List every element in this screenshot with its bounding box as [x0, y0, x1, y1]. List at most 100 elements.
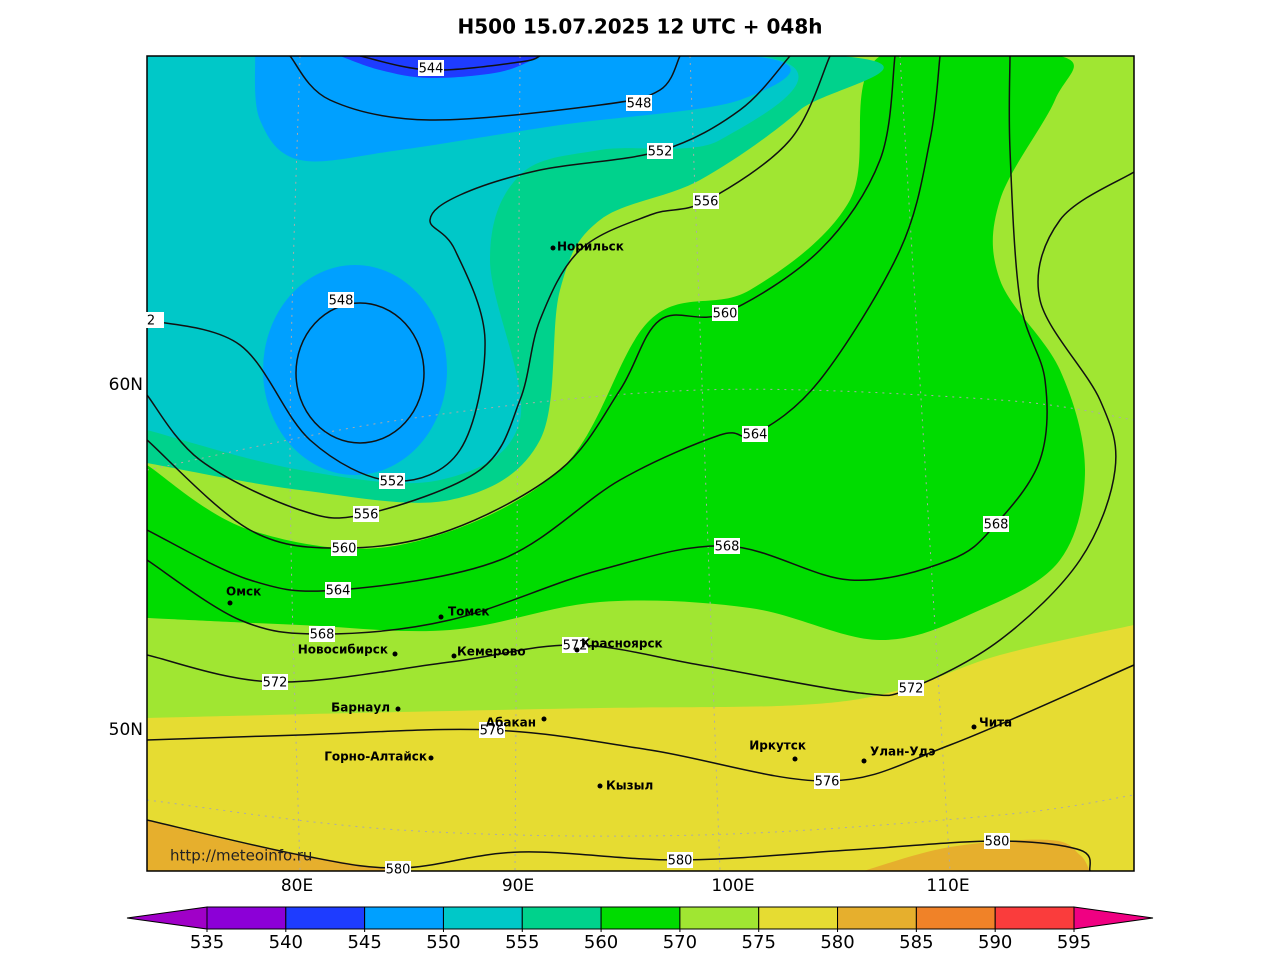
colorbar-tick-label: 570: [663, 932, 697, 953]
contour-line: [147, 56, 941, 592]
colorbar-segment: [600, 906, 681, 930]
colorbar-tick-label: 585: [899, 932, 933, 953]
contour-label: 552: [380, 475, 405, 490]
colorbar-tick-label: 550: [426, 932, 460, 953]
contour-label-box: [984, 833, 1010, 849]
city-name: Омск: [226, 585, 261, 599]
labels: 544 548 552 556 548 2 560 564 552 556 560 568 568 564…: [109, 60, 1154, 953]
city-dot: [395, 706, 401, 712]
contour-line: [295, 302, 425, 444]
colorbar-tick-label: 535: [190, 932, 224, 953]
city-name: Улан-Удэ: [870, 745, 935, 759]
contour-label-box: [898, 680, 924, 696]
lat-label: 60N: [109, 375, 143, 395]
colorbar-segment: [521, 906, 602, 930]
band: [147, 56, 1085, 641]
grid-line: [514, 56, 521, 871]
contour-label: 568: [984, 518, 1009, 533]
contour-label: 564: [743, 428, 768, 443]
band: [147, 820, 403, 871]
band: [263, 265, 447, 475]
contour-line: [359, 56, 541, 71]
contour-label: 564: [326, 584, 351, 599]
city-name: Горно-Алтайск: [324, 750, 427, 764]
colorbar-segment: [206, 906, 287, 930]
lon-label: 110E: [926, 876, 969, 896]
colorbar-segment: [442, 906, 523, 930]
contour-label: 580: [386, 863, 411, 878]
contour-label-box: [667, 852, 693, 868]
contour-label: 2: [147, 314, 155, 329]
credit: http://meteoinfo.ru: [170, 847, 312, 865]
city-name: Кызыл: [606, 779, 653, 793]
contour-label: 552: [648, 145, 673, 160]
city-dot: [550, 245, 556, 251]
contour-label: 560: [332, 542, 357, 557]
city-name: Норильск: [557, 240, 624, 254]
contour-label-box: [983, 516, 1009, 532]
contour-label-box: [626, 95, 652, 111]
contour-label: 576: [480, 724, 505, 739]
colorbar-tick-label: 595: [1057, 932, 1091, 953]
contour-label: 568: [715, 540, 740, 555]
colorbar-tick-label: 545: [347, 932, 381, 953]
grid-line: [289, 56, 301, 871]
contour-label-box: [714, 538, 740, 554]
contour-line: [289, 56, 681, 121]
contour-label-box: [562, 637, 588, 653]
contour-label: 560: [713, 307, 738, 322]
contour-label-box: [814, 773, 840, 789]
colorbar-segment: [364, 906, 444, 930]
contour-label-box: [742, 426, 768, 442]
contour-label: 568: [310, 628, 335, 643]
contour-label-box: [309, 626, 335, 642]
contour-label-box: [712, 305, 738, 321]
colorbar-tick-label: 540: [269, 932, 303, 953]
contour-label-box: [693, 193, 719, 209]
contour-label: 572: [563, 639, 588, 654]
contour-label: 580: [985, 835, 1010, 850]
contour-line: [147, 56, 831, 519]
contour-line: [147, 56, 896, 549]
grid-line: [689, 56, 721, 871]
contour-label-box: [385, 861, 411, 877]
lat-label: 50N: [109, 720, 143, 740]
city-dot: [792, 756, 798, 762]
city-name: Иркутск: [749, 739, 806, 753]
colorbar-segment: [679, 906, 760, 930]
contour-line: [147, 56, 1048, 635]
city-dot: [597, 783, 603, 789]
contour-label: 548: [329, 294, 354, 309]
city-name: Барнаул: [331, 701, 390, 715]
lon-label: 100E: [711, 876, 754, 896]
contour-label: 556: [694, 195, 719, 210]
colorbar-tick-label: 590: [978, 932, 1012, 953]
contour-label-box: [262, 674, 288, 690]
contour-label: 556: [354, 508, 379, 523]
contour-label-box: [328, 292, 354, 308]
city-dot: [574, 647, 580, 653]
city-dot: [438, 614, 444, 620]
contour-label-box: [325, 582, 351, 598]
field: [147, 56, 1134, 871]
contour-label-box: [331, 540, 357, 556]
lon-label: 90E: [502, 876, 534, 896]
colorbar-tick-label: 555: [505, 932, 539, 953]
city-dot: [392, 651, 398, 657]
contour-label: 572: [899, 682, 924, 697]
city-dot: [451, 653, 457, 659]
city-name: Томск: [448, 605, 490, 619]
colorbar-tick-label: 575: [742, 932, 776, 953]
contour-label: 580: [668, 854, 693, 869]
city-name: Красноярск: [581, 637, 663, 651]
contour-label: 572: [263, 676, 288, 691]
colorbar-extend: [1073, 906, 1154, 930]
colorbar-extend: [126, 906, 208, 930]
city-name: Чита: [979, 716, 1012, 730]
contour-label: 544: [419, 62, 444, 77]
city-name: Абакан: [486, 716, 536, 730]
contour-label-box: [379, 473, 405, 489]
contour-line: [147, 664, 1134, 782]
contour-label-box: [647, 143, 673, 159]
colorbar-segment: [285, 906, 366, 930]
